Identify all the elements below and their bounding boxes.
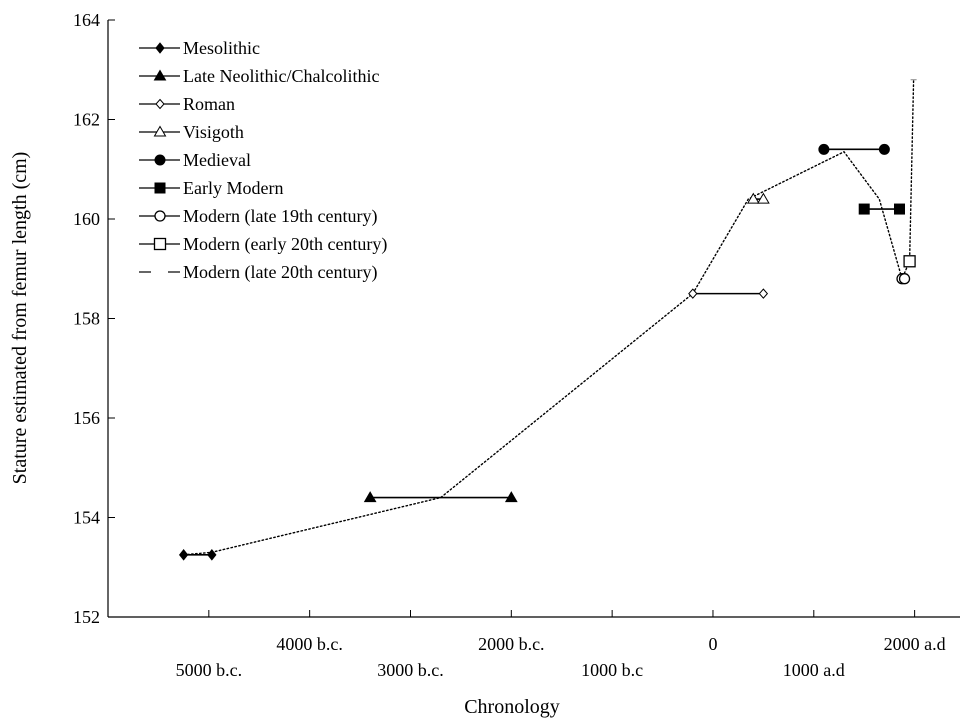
x-tick-label: 1000 b.c bbox=[581, 660, 643, 680]
legend-label: Modern (early 20th century) bbox=[183, 234, 387, 255]
y-tick-label: 158 bbox=[73, 309, 100, 329]
legend-entry: Medieval bbox=[139, 150, 251, 170]
y-axis: 152 154 156 158 160 162 164 bbox=[73, 10, 115, 627]
series-medieval bbox=[818, 143, 890, 155]
legend-marker bbox=[154, 182, 166, 194]
legend-marker bbox=[155, 42, 165, 54]
legend-entry: Modern (early 20th century) bbox=[139, 234, 387, 255]
x-axis: 4000 b.c. 2000 b.c. 0 2000 a.d 5000 b.c. 3000… bbox=[176, 610, 946, 680]
legend-entry: Visigoth bbox=[139, 122, 244, 142]
legend-marker bbox=[154, 154, 166, 166]
data-point bbox=[207, 549, 217, 561]
series-early-modern bbox=[858, 203, 906, 215]
data-point bbox=[898, 273, 911, 285]
x-axis-title: Chronology bbox=[464, 696, 560, 718]
data-point bbox=[757, 192, 770, 204]
x-tick-label: 3000 b.c. bbox=[377, 660, 444, 680]
y-tick-label: 164 bbox=[73, 10, 100, 30]
legend-entry: Modern (late 20th century) bbox=[139, 262, 377, 283]
data-point bbox=[758, 288, 769, 299]
legend-label: Modern (late 20th century) bbox=[183, 262, 377, 283]
x-tick-label: 4000 b.c. bbox=[276, 634, 343, 654]
legend-label: Late Neolithic/Chalcolithic bbox=[183, 66, 379, 86]
plot-frame bbox=[107, 20, 960, 618]
legend-label: Early Modern bbox=[183, 178, 283, 198]
series-roman bbox=[688, 288, 769, 299]
legend-entry: Early Modern bbox=[139, 178, 283, 198]
legend-marker bbox=[153, 125, 167, 137]
legend-label: Mesolithic bbox=[183, 38, 260, 58]
y-tick-label: 152 bbox=[73, 607, 100, 627]
x-tick-label: 2000 b.c. bbox=[478, 634, 545, 654]
legend-label: Visigoth bbox=[183, 122, 244, 142]
legend-label: Medieval bbox=[183, 150, 251, 170]
y-axis-title: Stature estimated from femur length (cm) bbox=[9, 152, 31, 485]
legend-marker bbox=[154, 210, 166, 222]
legend-entry: Late Neolithic/Chalcolithic bbox=[139, 66, 379, 86]
trend-line bbox=[182, 78, 915, 556]
data-point bbox=[746, 192, 760, 204]
legend-marker bbox=[153, 237, 167, 251]
data-point bbox=[363, 491, 377, 503]
y-tick-label: 160 bbox=[73, 209, 100, 229]
data-point bbox=[818, 143, 830, 155]
series-late-neolithic-chalcolithic bbox=[363, 491, 518, 503]
trend-line-group bbox=[182, 78, 915, 556]
data-point bbox=[878, 143, 890, 155]
data-point bbox=[504, 491, 518, 503]
series-modern-late-19th-century bbox=[896, 273, 911, 285]
x-tick-label: 2000 a.d bbox=[884, 634, 946, 654]
y-tick-label: 156 bbox=[73, 408, 100, 428]
series-visigoth bbox=[746, 192, 770, 204]
series-modern-early-20th-century bbox=[903, 255, 916, 268]
legend-entry: Roman bbox=[139, 94, 235, 114]
y-tick-label: 154 bbox=[73, 508, 100, 528]
legend-entry: Mesolithic bbox=[139, 38, 260, 58]
series-group bbox=[178, 79, 917, 561]
legend-marker bbox=[155, 98, 165, 110]
data-point bbox=[894, 203, 906, 215]
x-tick-label: 5000 b.c. bbox=[176, 660, 243, 680]
x-tick-label: 1000 a.d bbox=[783, 660, 845, 680]
data-point bbox=[903, 255, 916, 268]
x-tick-label: 0 bbox=[708, 634, 717, 654]
legend-label: Modern (late 19th century) bbox=[183, 206, 377, 227]
y-tick-label: 162 bbox=[73, 110, 100, 130]
legend-label: Roman bbox=[183, 94, 235, 114]
legend-marker bbox=[153, 69, 167, 81]
data-point bbox=[858, 203, 870, 215]
legend: Mesolithic Late Neolithic/Chalcolithic Rom… bbox=[139, 38, 387, 283]
series-mesolithic bbox=[178, 549, 217, 561]
data-point bbox=[688, 288, 698, 299]
legend-entry: Modern (late 19th century) bbox=[139, 206, 377, 227]
data-point bbox=[178, 549, 189, 561]
